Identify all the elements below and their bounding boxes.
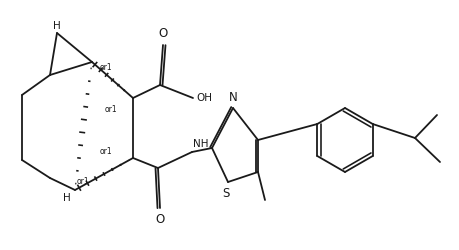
Text: or1: or1 xyxy=(100,148,112,156)
Text: N: N xyxy=(228,91,237,104)
Text: or1: or1 xyxy=(77,178,90,186)
Text: S: S xyxy=(222,187,229,200)
Text: NH: NH xyxy=(193,139,208,149)
Text: or1: or1 xyxy=(100,64,112,72)
Text: or1: or1 xyxy=(105,106,118,114)
Text: O: O xyxy=(158,27,167,40)
Text: O: O xyxy=(155,213,164,226)
Text: H: H xyxy=(63,193,71,203)
Text: OH: OH xyxy=(196,93,212,103)
Text: H: H xyxy=(53,21,61,31)
